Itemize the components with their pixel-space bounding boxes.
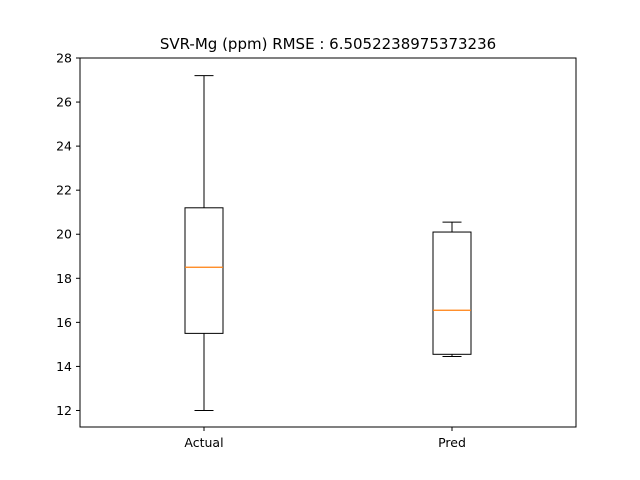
y-tick-label: 26	[56, 95, 72, 110]
x-axis-ticks: Actual Pred	[184, 427, 466, 450]
x-tick-label: Actual	[184, 435, 223, 450]
y-tick-label: 24	[56, 139, 72, 154]
chart-title: SVR-Mg (ppm) RMSE : 6.5052238975373236	[160, 35, 496, 53]
plot-area-frame	[79, 57, 577, 428]
box-actual	[184, 75, 224, 411]
y-tick-label: 18	[56, 271, 72, 286]
y-tick-label: 20	[56, 227, 72, 242]
x-tick-label: Pred	[438, 435, 466, 450]
iqr-box	[432, 231, 472, 355]
box-pred	[432, 221, 472, 358]
y-tick-label: 14	[56, 359, 72, 374]
y-tick-label: 22	[56, 183, 72, 198]
y-tick-label: 28	[56, 51, 72, 66]
y-tick-label: 16	[56, 315, 72, 330]
iqr-box	[184, 207, 224, 334]
boxes	[184, 75, 472, 411]
y-tick-label: 12	[56, 403, 72, 418]
y-axis-ticks: 12 14 16 18 20 22 24 26 28	[56, 51, 80, 418]
